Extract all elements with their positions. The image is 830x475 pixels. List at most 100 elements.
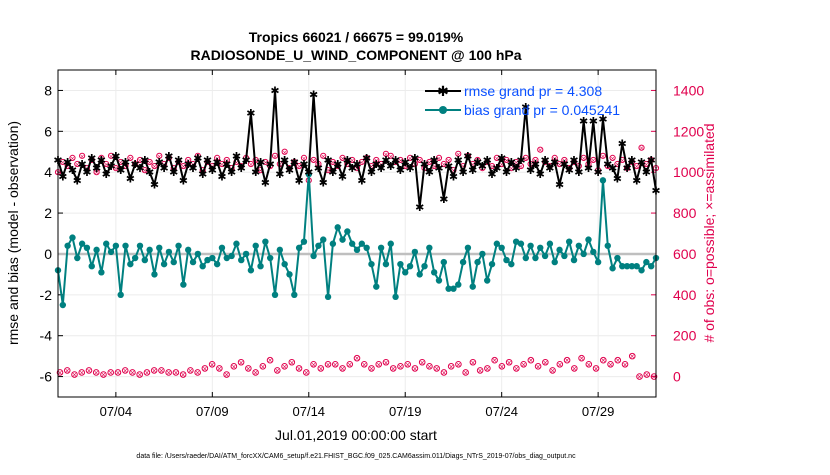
rmse-point: ✱ xyxy=(521,102,530,114)
rmse-point: ✱ xyxy=(116,165,125,177)
obs-low-mark: × xyxy=(116,368,121,377)
obs-low-mark: × xyxy=(623,360,628,369)
rmse-point: ✱ xyxy=(338,171,347,183)
obs-possible-point xyxy=(387,152,394,159)
bias-point xyxy=(580,250,587,258)
obs-low-mark: × xyxy=(615,356,620,365)
obs-low-point xyxy=(179,371,187,378)
obs-possible-point xyxy=(445,156,452,164)
rmse-point: ✱ xyxy=(579,116,588,128)
bias-point xyxy=(551,258,558,266)
rmse-point: ✱ xyxy=(622,163,631,175)
rmse-point: ✱ xyxy=(598,114,607,126)
obs-low-mark: × xyxy=(72,371,77,380)
obs-low-point xyxy=(542,358,549,366)
bias-point xyxy=(411,248,419,256)
rmse-point: ✱ xyxy=(63,157,72,169)
obs-possible-point xyxy=(93,169,100,176)
obs-low-point xyxy=(440,369,448,376)
bias-point xyxy=(257,263,264,270)
bias-point xyxy=(247,267,255,274)
obs-low-point xyxy=(92,369,100,376)
rmse-point: ✱ xyxy=(512,163,521,175)
obs-low-mark: × xyxy=(427,362,432,371)
legend-bias-label: bias grand pr = 0.045241 xyxy=(464,102,620,118)
obs-low-mark: × xyxy=(347,360,352,369)
bias-point xyxy=(88,263,95,270)
obs-assim-mark: × xyxy=(471,162,475,169)
obs-low-mark: × xyxy=(550,366,555,375)
bias-point xyxy=(546,240,554,247)
rmse-point: ✱ xyxy=(444,161,453,173)
obs-low-mark: × xyxy=(304,368,309,377)
obs-assim-mark: × xyxy=(394,160,398,167)
obs-low-point xyxy=(121,367,129,374)
rmse-point: ✱ xyxy=(637,157,646,169)
obs-possible-point xyxy=(537,146,544,153)
bias-point xyxy=(281,260,288,268)
obs-assim-mark: × xyxy=(533,158,537,165)
obs-low-mark: × xyxy=(188,366,193,375)
rmse-point: ✱ xyxy=(299,159,308,171)
obs-assim-mark: × xyxy=(620,158,624,165)
obs-low-point xyxy=(650,373,658,380)
rmse-point: ✱ xyxy=(613,173,622,185)
right-tick-label: 1000 xyxy=(673,164,704,180)
obs-assim-mark: × xyxy=(490,164,494,171)
x-tick-label: 07/29 xyxy=(582,404,615,419)
obs-low-point xyxy=(411,365,419,372)
bias-point xyxy=(185,246,192,254)
obs-possible-point xyxy=(373,156,380,164)
bias-point xyxy=(136,242,144,249)
obs-possible-point xyxy=(609,154,616,161)
rmse-point: ✱ xyxy=(487,169,496,181)
rmse-point: ✱ xyxy=(560,159,569,171)
obs-low-point xyxy=(585,361,593,368)
obs-possible-point xyxy=(435,154,443,161)
obs-low-point xyxy=(281,363,288,370)
bias-point xyxy=(141,256,149,264)
obs-assim-mark: × xyxy=(302,156,306,163)
obs-low-mark: × xyxy=(413,364,418,373)
bias-point xyxy=(83,244,91,252)
rmse-point: ✱ xyxy=(314,163,323,175)
obs-low-mark: × xyxy=(543,358,548,367)
obs-possible-point xyxy=(214,154,221,161)
obs-low-point xyxy=(389,365,397,372)
obs-assim-mark: × xyxy=(408,156,412,163)
obs-low-point xyxy=(462,369,469,376)
obs-low-mark: × xyxy=(485,364,490,373)
chart-title-line1: Tropics 66021 / 66675 = 99.019% xyxy=(249,29,464,45)
left-axis-ticks: -6 -4 -2 0 2 4 6 8 xyxy=(40,82,63,385)
rmse-point: ✱ xyxy=(391,155,400,167)
obs-low-point xyxy=(56,369,64,376)
obs-low-mark: × xyxy=(297,364,302,373)
obs-assim-mark: × xyxy=(355,166,359,173)
rmse-point: ✱ xyxy=(106,161,115,173)
bias-point xyxy=(402,269,409,276)
obs-low-mark: × xyxy=(289,358,294,367)
obs-low-point xyxy=(397,363,404,370)
obs-low-mark: × xyxy=(224,371,229,380)
obs-possible-point xyxy=(556,160,563,168)
bias-point xyxy=(643,258,650,266)
bias-point xyxy=(647,263,655,270)
rmse-point: ✱ xyxy=(531,159,540,171)
rmse-point: ✱ xyxy=(439,194,448,206)
rmse-point: ✱ xyxy=(410,153,419,165)
bias-point xyxy=(242,250,250,258)
obs-low-point xyxy=(476,367,484,374)
obs-low-mark: × xyxy=(239,358,244,367)
bias-point xyxy=(151,271,158,278)
x-axis-ticks: 07/04 07/09 07/14 07/19 07/24 07/29 xyxy=(100,70,615,419)
obs-low-point xyxy=(150,367,158,374)
obs-assim-mark: × xyxy=(543,160,547,167)
obs-possible-point xyxy=(141,167,148,174)
obs-assim-mark: × xyxy=(644,162,648,169)
bias-point xyxy=(180,281,187,288)
bias-point xyxy=(305,171,312,178)
obs-assim-mark: × xyxy=(80,154,84,161)
obs-assim-mark: × xyxy=(442,162,446,169)
bias-point xyxy=(561,252,568,260)
obs-low-mark: × xyxy=(355,354,360,363)
